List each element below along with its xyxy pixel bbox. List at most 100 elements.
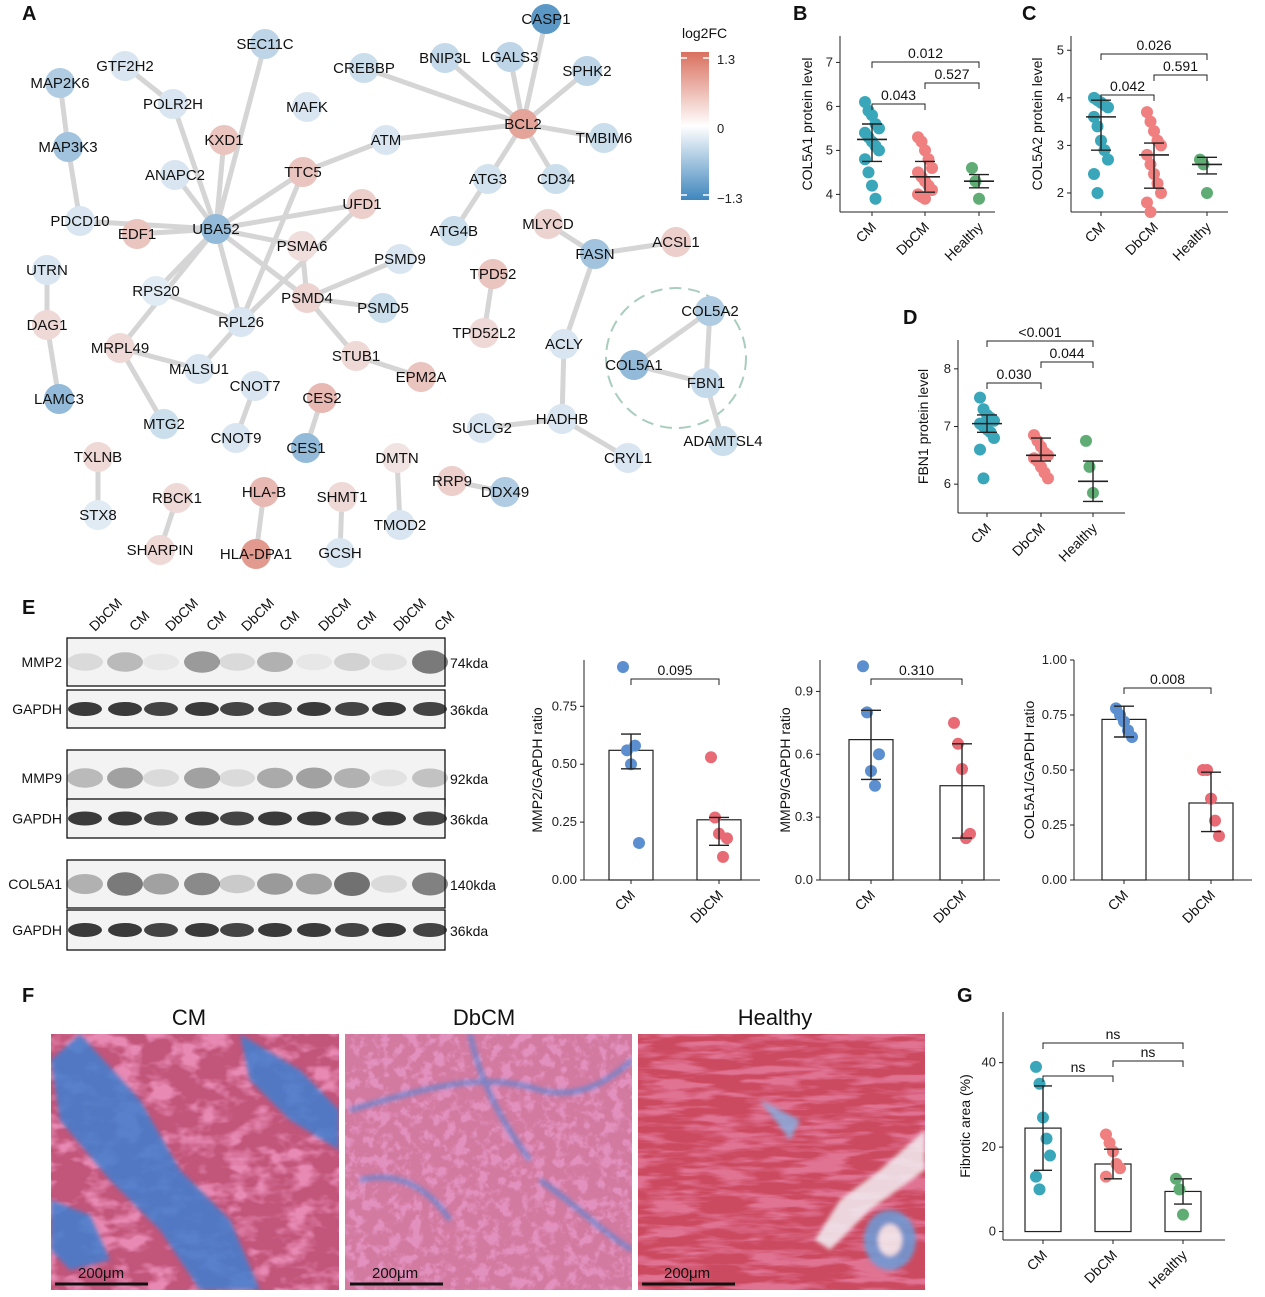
band [413,923,447,937]
point-dbcm [1144,115,1157,128]
chart-fbn1-protein: 6 7 8 FBN1 protein level CM DbCM Healthy <0.001… [915,324,1125,565]
node-circle-ddx49 [490,477,520,507]
node-label-hla-dpa1: HLA-DPA1 [220,546,292,563]
edge-fasn-acly [561,251,598,347]
band [297,923,331,937]
node-anapc2: ANAPC2 [145,160,205,190]
point-cm [857,660,869,673]
edge-crebbp-bcl2 [361,65,526,127]
node-shmt1: SHMT1 [317,482,368,512]
node-circle-tpd52 [478,259,508,289]
blot-row-mmp9-3: MMP9 92kda [22,749,488,807]
significance-bracket-2 [1100,94,1155,101]
node-label-psmd5: PSMD5 [357,300,409,317]
y-tick-label: 6 [944,476,951,491]
node-label-atg4b: ATG4B [430,223,478,240]
ppi-network: CASP1 SEC11C GTF2H2 MAP2K6 CREBBP BNIP3L LGALS… [26,4,763,569]
x-tick-label-cm: CM [967,520,994,547]
node-label-rbck1: RBCK1 [152,490,202,507]
node-circle-tpd52l2 [469,318,499,348]
point-cm [873,122,885,135]
edge-col5a2-col5a1 [631,308,713,368]
band [185,702,219,716]
edge-rps20-rpl26 [153,288,244,325]
node-label-acly: ACLY [545,336,583,353]
node-map2k6: MAP2K6 [30,68,90,98]
node-label-psma6: PSMA6 [277,238,328,255]
chart-col5a2-protein: 2 3 4 5 COL5A2 protein level CM DbCM Healthy 0.0… [1029,36,1228,264]
blot-row-gapdh-6: GAPDH 36kda [12,909,488,951]
node-label-tmod2: TMOD2 [374,517,427,534]
node-bcl2: BCL2 [504,109,542,139]
point-cm [974,443,986,456]
edge-psmd9-psmd4 [304,256,403,301]
significance-bracket-3-label: ns [1141,1044,1156,1060]
node-circle-tmbim6 [589,123,619,153]
node-label-adamtsl4: ADAMTSL4 [683,433,762,450]
panel-letter-a: A [22,3,36,25]
significance-bracket-2-label: 0.030 [996,366,1031,382]
point-healthy [1080,434,1092,447]
node-sharpin: SHARPIN [127,535,193,565]
y-tick-label: 20 [982,1139,996,1154]
node-label-atg3: ATG3 [469,171,507,188]
node-label-mafk: MAFK [286,99,328,116]
protein-label-col5a1: COL5A1 [8,876,62,892]
point-cm [866,179,878,192]
significance-bracket-3 [1112,1060,1184,1067]
band [184,872,220,896]
node-label-shmt1: SHMT1 [317,489,368,506]
node-circle-psmd4 [292,283,322,313]
node-circle-uba52 [201,214,231,244]
node-label-sphk2: SPHK2 [562,63,611,80]
panel-letter-b: B [793,3,807,25]
point-dbcm [1201,764,1213,776]
y-tick-label: 1.00 [1042,652,1067,667]
lane-label-4: CM [203,607,230,634]
node-ces2: CES2 [302,383,342,413]
significance-bracket-2 [986,382,1042,389]
node-circle-cnot7 [240,371,270,401]
band [296,767,332,789]
histology-title-dbcm: DbCM [453,1005,515,1030]
bar-cm [608,749,654,881]
node-acly: ACLY [545,329,583,359]
node-circle-gtf2h2 [110,51,140,81]
lane-label-3: DbCM [162,595,201,634]
chart-col5a1-protein: 4 5 6 7 COL5A1 protein level CM DbCM Healthy 0.0… [799,36,995,264]
node-acsl1: ACSL1 [652,227,700,257]
node-circle-kxd1 [209,125,239,155]
node-label-rrp9: RRP9 [432,473,472,490]
node-psma6: PSMA6 [277,231,328,261]
y-tick-label: 0.0 [795,872,813,887]
node-psmd9: PSMD9 [374,244,426,274]
lane-label-10: CM [431,607,458,634]
legend-title: log2FC [682,25,727,41]
point-cm [1030,1060,1042,1073]
band [185,923,219,937]
point-cm [1033,1183,1046,1196]
node-dag1: DAG1 [27,310,67,340]
point-cm [862,166,875,179]
band [258,811,292,826]
node-atg3: ATG3 [469,164,507,194]
band [334,653,370,671]
point-cm [873,748,885,761]
chart-fibrotic-area: 0 20 40 Fibrotic area (%) CM DbCM Healthy ns ns n… [957,1012,1225,1292]
node-mlycd: MLYCD [522,209,574,239]
band [257,652,293,672]
y-tick-label: 0.25 [1042,817,1067,832]
node-stx8: STX8 [79,500,117,530]
lane-label-7: DbCM [315,595,354,634]
blot-row-mmp2-1: MMP2 74kda [22,637,488,687]
edge-bnip3l-bcl2 [442,55,526,127]
node-cnot9: CNOT9 [211,423,261,453]
band [371,769,407,787]
node-label-rps20: RPS20 [132,283,180,300]
y-tick-label: 4 [1057,90,1064,105]
node-ces1: CES1 [286,433,326,463]
node-circle-sec11c [250,29,280,59]
histology-panel: CM DbCM Healthy [51,1005,925,1290]
legend-min-label: −1.3 [717,191,743,206]
